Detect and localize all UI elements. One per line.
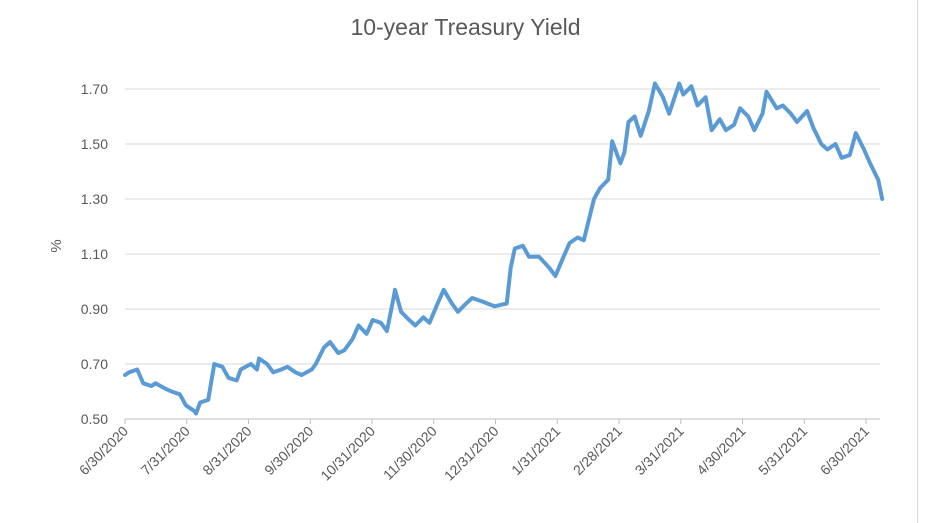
y-tick-label: 1.30 bbox=[81, 191, 108, 207]
x-tick-label: 12/31/2020 bbox=[441, 423, 502, 484]
x-tick-labels: 6/30/2020 7/31/2020 8/31/2020 9/30/2020 10/3… bbox=[76, 419, 873, 484]
x-tick-label: 10/31/2020 bbox=[317, 423, 378, 484]
x-tick-label: 3/31/2021 bbox=[632, 423, 688, 479]
y-tick-label: 0.90 bbox=[81, 301, 108, 317]
x-tick-label: 7/31/2020 bbox=[138, 423, 194, 479]
gridlines bbox=[125, 88, 880, 420]
x-tick-label: 8/31/2020 bbox=[199, 423, 255, 479]
y-tick-label: 1.70 bbox=[81, 81, 108, 97]
x-tick-label: 1/31/2021 bbox=[508, 423, 564, 479]
y-tick-label: 1.10 bbox=[81, 246, 108, 262]
x-tick-label: 6/30/2021 bbox=[817, 423, 873, 479]
x-tick-label: 4/30/2021 bbox=[693, 423, 749, 479]
x-tick-label: 2/28/2021 bbox=[570, 423, 626, 479]
y-tick-label: 0.70 bbox=[81, 356, 108, 372]
chart-title: 10-year Treasury Yield bbox=[350, 14, 581, 40]
x-tick-label: 9/30/2020 bbox=[261, 423, 317, 479]
x-tick-label: 11/30/2020 bbox=[380, 423, 440, 483]
y-tick-label: 0.50 bbox=[81, 411, 108, 427]
y-axis-label: % bbox=[48, 239, 65, 252]
y-tick-label: 1.50 bbox=[81, 136, 108, 152]
series-line-10yr-yield bbox=[123, 81, 885, 416]
x-tick-label: 6/30/2020 bbox=[76, 423, 132, 479]
x-tick-label: 5/31/2021 bbox=[755, 423, 811, 479]
y-tick-labels: 0.50 0.70 0.90 1.10 1.30 1.50 1.70 bbox=[81, 81, 108, 427]
